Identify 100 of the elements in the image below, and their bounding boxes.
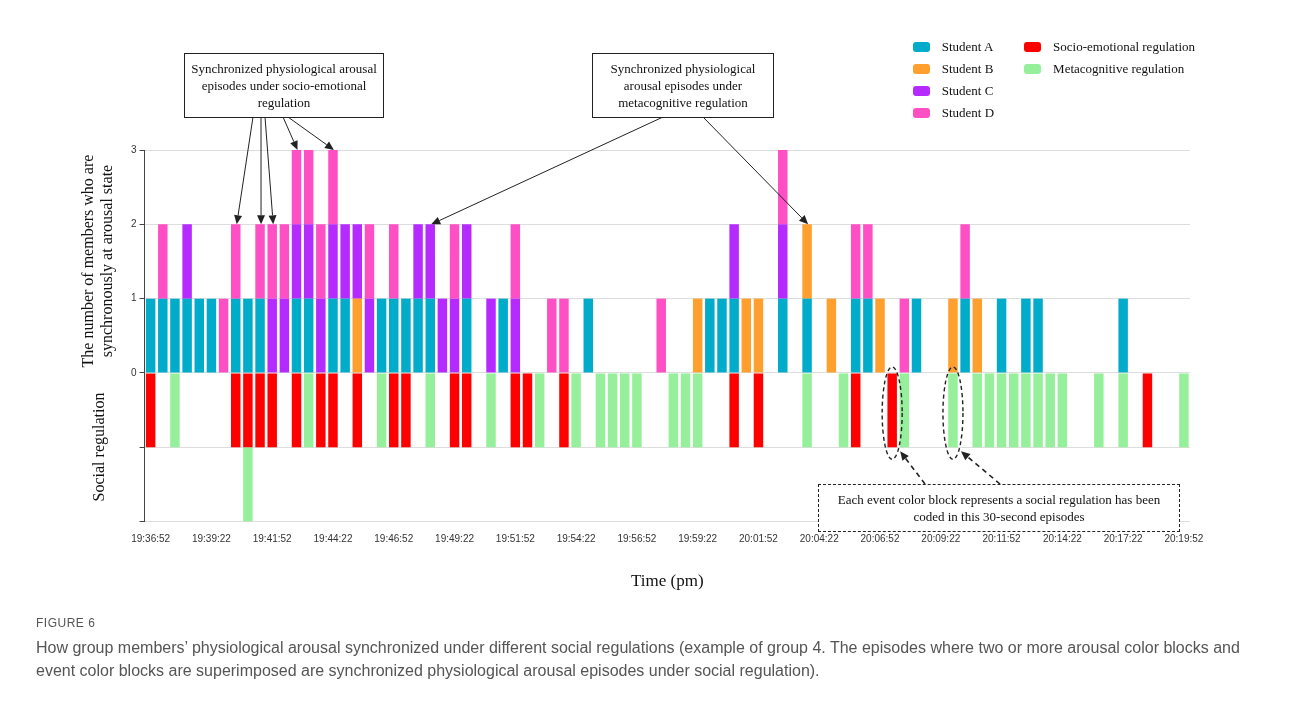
bar [449,224,460,299]
text: How group members’ physiological arousal synchronized under different social regulations (example of group 4. The episodes where two or more arousal color blocks and event color blocks are superimposed are synchronized physiological arousal episodes under social regulation). [36,638,1241,681]
x-tick-label: 19:39:22 [191,533,232,545]
bar [182,224,192,299]
x-tick-label: 19:54:22 [556,533,596,545]
bar [364,298,375,373]
bar [863,298,873,373]
x-tick-label: 20:17:22 [1103,533,1144,545]
x-tick-label: 19:44:22 [313,533,353,545]
bar [158,224,168,299]
bar [255,373,265,448]
bar [303,224,314,299]
bar [1021,373,1031,448]
bar [522,373,533,448]
bar [401,298,411,373]
bar [230,298,241,373]
legend-label: Metacognitive regulation [1053,61,1185,77]
bar [668,373,679,448]
bar [425,224,435,299]
bar [656,298,666,373]
bar [1045,373,1055,448]
x-tick-label: 20:06:52 [860,533,900,545]
bar [413,224,423,299]
bar [1033,298,1043,373]
bar [996,298,1007,373]
bar [243,373,253,448]
bar [753,298,764,373]
bar [498,298,508,373]
bar [595,373,606,448]
bar [948,298,958,373]
bar [425,298,435,373]
bar [340,298,350,373]
bar [607,373,618,448]
bar [364,224,375,299]
bar [692,298,703,373]
bar [328,373,338,448]
bar [413,298,423,373]
bar [984,373,995,448]
bar [729,224,739,299]
x-tick-label: 19:36:52 [131,533,171,545]
bar [1179,373,1189,448]
bar [960,298,970,373]
bar [303,373,314,448]
bar [1118,373,1128,448]
bar [729,373,739,448]
bar [972,298,983,373]
bar [510,298,521,373]
y-tick-label: 2 [131,218,137,230]
bar [145,373,156,448]
bar [291,224,302,299]
bar [996,373,1007,448]
bar [449,298,460,373]
legend-label: Student B [941,61,994,77]
x-tick-label: 19:49:22 [435,533,475,545]
bar [461,298,472,373]
bar [461,373,472,448]
bar [559,298,569,373]
bar [692,373,703,448]
bar [1118,298,1128,373]
x-tick-label: 20:19:52 [1164,533,1204,545]
bar [255,298,265,373]
bar [729,298,739,373]
bar [753,373,764,448]
x-axis-title: Time (pm) [630,571,704,591]
y-axis-title: The number of members who are synchronously at arousal state [77,154,117,370]
bar [352,298,363,373]
bar [218,298,229,373]
bar [1094,373,1104,448]
bar [316,298,326,373]
bar [972,373,983,448]
bar [194,298,205,373]
legend-label: Student D [941,105,995,121]
bar [267,373,277,448]
bar [559,373,569,448]
bar [619,373,630,448]
x-tick-label: 20:04:22 [799,533,840,545]
bar [741,298,752,373]
bar [243,298,253,373]
bar [571,373,581,448]
bar [449,373,460,448]
bar [389,298,399,373]
bar [206,298,217,373]
bar [778,150,788,225]
x-tick-label: 19:51:52 [495,533,536,545]
bar [303,298,314,373]
text: FIGURE 6 [36,616,97,630]
bar [1033,373,1043,448]
x-tick-label: 19:41:52 [252,533,293,545]
bar [510,224,521,299]
bar [352,373,363,448]
annotation: Each event color block represents a social regulation has been coded in this 30-second episodes [818,484,1180,532]
bar [486,373,496,448]
bar [303,150,314,225]
legend-label: Student C [941,83,994,99]
x-tick-label: 19:46:52 [374,533,414,545]
x-tick-label: 19:59:22 [678,533,718,545]
bar [340,224,350,299]
bar [437,298,448,373]
bar [863,224,873,299]
x-tick-label: 20:14:22 [1042,533,1083,545]
